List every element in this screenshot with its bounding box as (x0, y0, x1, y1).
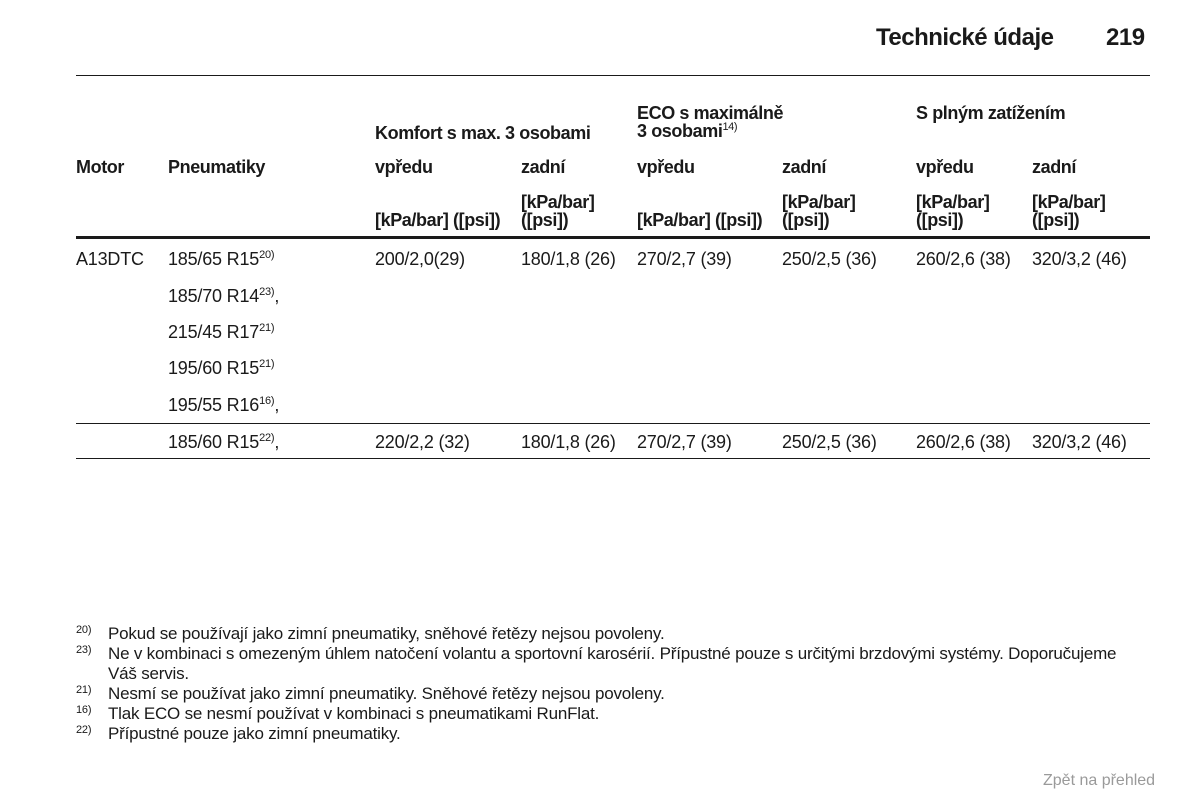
pressure-value: 260/2,6 (38) (916, 249, 1011, 269)
group-header-eco: ECO s maximálně 3 osobami14) (637, 104, 783, 140)
footnote: 21) Nesmí se používat jako zimní pneumati… (76, 684, 1156, 704)
footnote-text: Ne v kombinaci s omezeným úhlem natočení… (108, 644, 1117, 683)
pressure-value: 320/3,2 (46) (1032, 432, 1127, 452)
pressure-value: 250/2,5 (36) (782, 432, 877, 452)
footnote-text: Nesmí se používat jako zimní pneumatiky.… (108, 684, 665, 703)
page-title: Technické údaje (876, 24, 1054, 51)
tire-size-cell: 195/55 R1616), (168, 395, 280, 415)
tire-size-cell: 185/65 R1520) (168, 249, 275, 269)
group-header-full-load: S plným zatížením (916, 103, 1066, 123)
unit-label: [kPa/bar] ([psi]) (782, 192, 856, 230)
group-header-eco-line2: 3 osobami (637, 121, 723, 141)
footnote-number: 20) (76, 624, 92, 636)
tire-size-cell: 215/45 R1721) (168, 322, 275, 342)
unit-label: [kPa/bar] ([psi]) (1032, 192, 1106, 230)
footnote-number: 16) (76, 704, 92, 716)
footnote-number: 22) (76, 724, 92, 736)
table-header-divider (76, 236, 1150, 239)
footnote-text: Pokud se používají jako zimní pneumatiky… (108, 624, 665, 643)
pressure-value: 320/3,2 (46) (1032, 249, 1127, 269)
footnote: 16) Tlak ECO se nesmí používat v kombinac… (76, 704, 1156, 724)
pressure-value: 250/2,5 (36) (782, 249, 877, 269)
row-divider (76, 423, 1150, 424)
column-header-front: vpředu (637, 157, 695, 177)
unit-label: [kPa/bar] ([psi]) (916, 192, 990, 230)
column-header-motor: Motor (76, 157, 124, 177)
footnote: 23) Ne v kombinaci s omezeným úhlem natoč… (76, 644, 1156, 684)
column-header-front: vpředu (375, 157, 433, 177)
pressure-value: 270/2,7 (39) (637, 249, 732, 269)
footnote-text: Tlak ECO se nesmí používat v kombinaci s… (108, 704, 600, 723)
group-header-eco-line1: ECO s maximálně (637, 103, 784, 123)
pressure-value: 180/1,8 (26) (521, 432, 616, 452)
tire-size-cell: 195/60 R1521) (168, 358, 275, 378)
tire-size-cell: 185/70 R1423), (168, 286, 280, 306)
pressure-value: 180/1,8 (26) (521, 249, 616, 269)
footnotes: 20) Pokud se používají jako zimní pneumat… (76, 624, 1156, 744)
footnote-number: 21) (76, 684, 92, 696)
tire-size-cell: 185/60 R1522), (168, 432, 280, 452)
unit-label: [kPa/bar] ([psi]) (521, 192, 595, 230)
group-header-comfort: Komfort s max. 3 osobami (375, 123, 591, 143)
column-header-rear: zadní (782, 157, 827, 177)
pressure-value: 200/2,0(29) (375, 249, 465, 269)
motor-cell: A13DTC (76, 249, 144, 269)
unit-label: [kPa/bar] ([psi]) (375, 210, 501, 230)
footnote-ref: 14) (722, 121, 738, 133)
column-header-rear: zadní (521, 157, 566, 177)
page-number: 219 (1106, 24, 1145, 51)
unit-label: [kPa/bar] ([psi]) (637, 210, 763, 230)
pressure-value: 270/2,7 (39) (637, 432, 732, 452)
pressure-value: 260/2,6 (38) (916, 432, 1011, 452)
column-header-front: vpředu (916, 157, 974, 177)
column-header-rear: zadní (1032, 157, 1077, 177)
pressure-value: 220/2,2 (32) (375, 432, 470, 452)
header-divider (76, 75, 1150, 76)
footnote: 20) Pokud se používají jako zimní pneumat… (76, 624, 1156, 644)
footnote-text: Přípustné pouze jako zimní pneumatiky. (108, 724, 401, 743)
footnote: 22) Přípustné pouze jako zimní pneumatiky… (76, 724, 1156, 744)
table-bottom-rule (76, 458, 1150, 459)
footnote-number: 23) (76, 644, 92, 656)
back-to-overview-link[interactable]: Zpět na přehled (1043, 772, 1156, 789)
column-header-tires: Pneumatiky (168, 157, 266, 177)
